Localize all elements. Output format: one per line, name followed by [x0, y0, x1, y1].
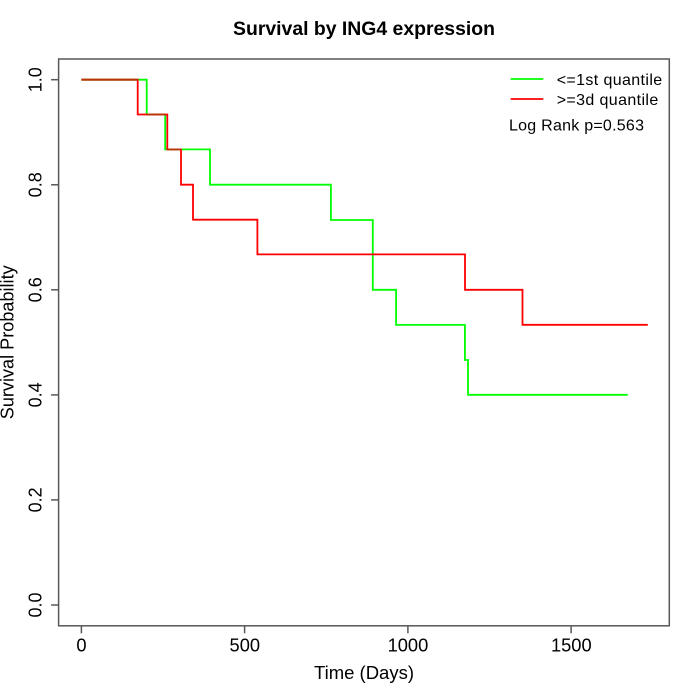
svg-text:<=1st quantile: <=1st quantile — [557, 72, 663, 89]
svg-text:Log Rank p=0.563: Log Rank p=0.563 — [509, 118, 644, 135]
svg-text:0.0: 0.0 — [25, 592, 45, 617]
svg-text:1.0: 1.0 — [25, 67, 45, 92]
svg-text:Time (Days): Time (Days) — [314, 662, 414, 683]
svg-text:Survival by ING4 expression: Survival by ING4 expression — [233, 18, 495, 40]
svg-text:500: 500 — [230, 635, 261, 656]
svg-text:>=3d quantile: >=3d quantile — [557, 92, 659, 109]
svg-text:1500: 1500 — [551, 635, 592, 656]
svg-text:0: 0 — [76, 635, 86, 656]
svg-text:0.8: 0.8 — [25, 172, 45, 197]
svg-text:0.2: 0.2 — [25, 487, 45, 512]
svg-text:Survival Probability: Survival Probability — [0, 264, 18, 419]
svg-text:0.4: 0.4 — [25, 382, 45, 407]
svg-text:1000: 1000 — [388, 635, 429, 656]
svg-text:0.6: 0.6 — [25, 277, 45, 302]
